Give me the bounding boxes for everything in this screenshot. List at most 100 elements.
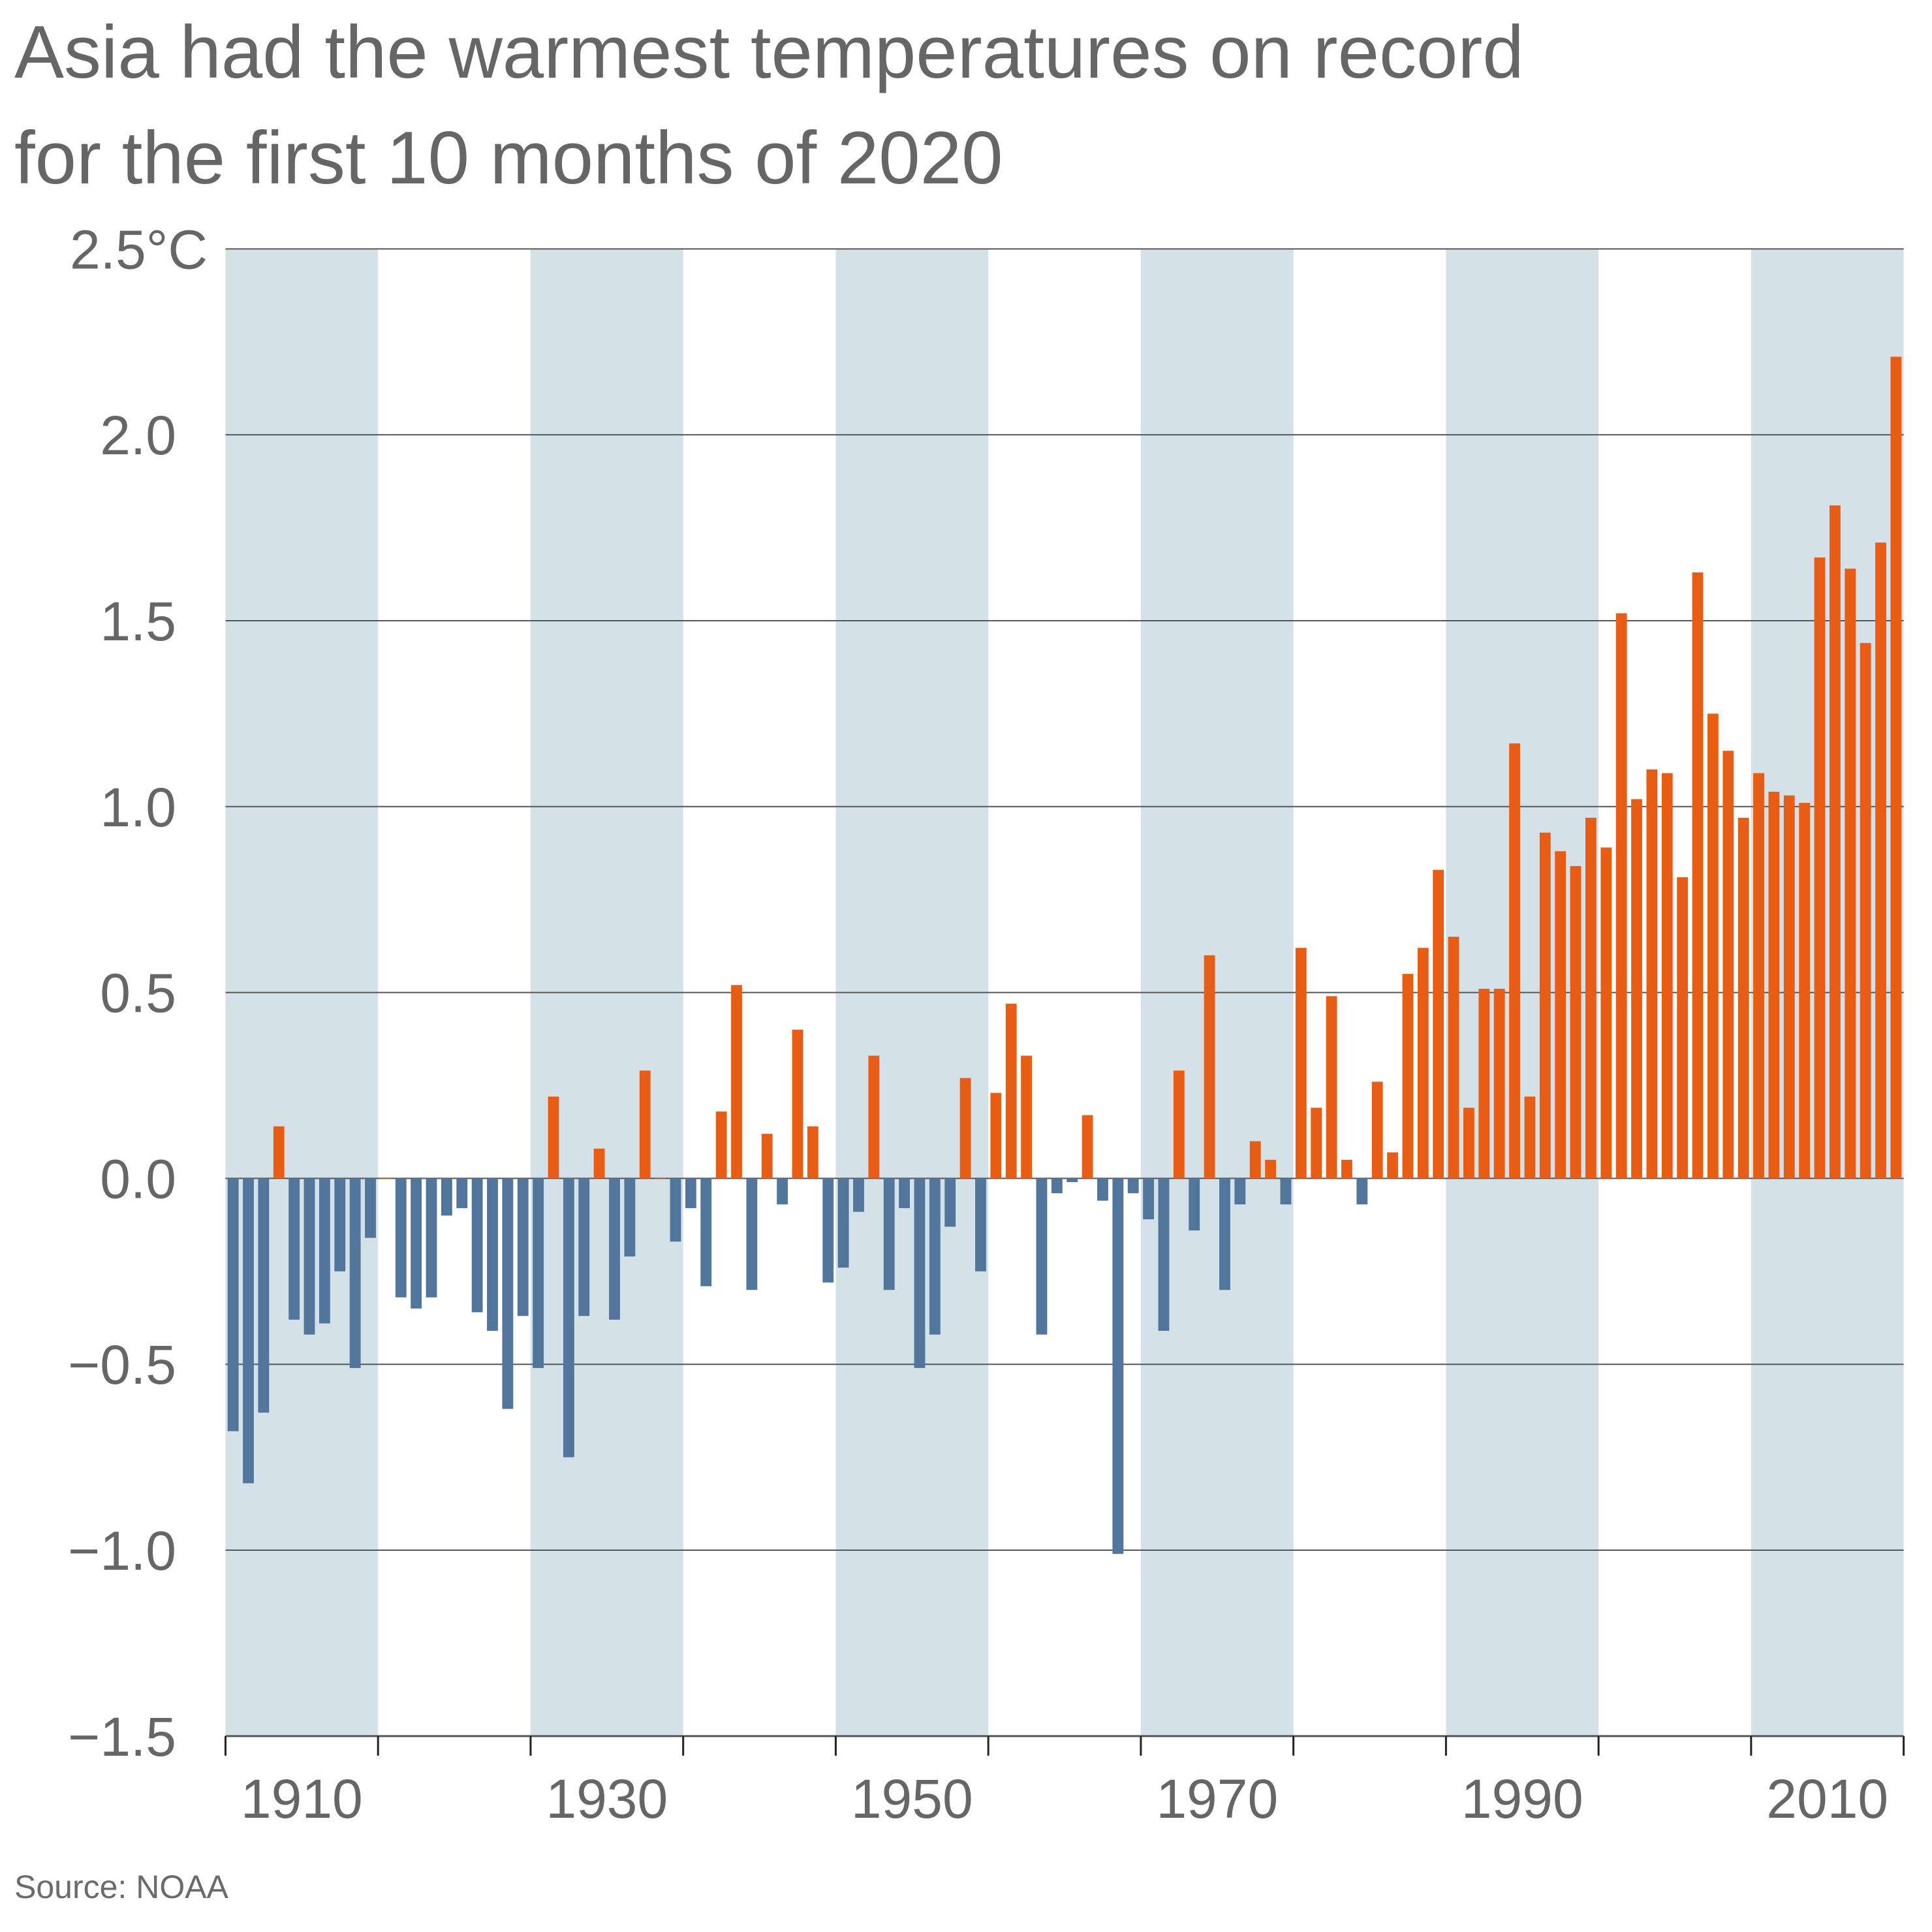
bar-1949 — [822, 1178, 834, 1283]
bar-1942 — [715, 1111, 727, 1179]
bar-1973 — [1189, 1178, 1200, 1231]
bar-2016 — [1845, 569, 1856, 1179]
bar-1983 — [1341, 1159, 1352, 1179]
bar-2010 — [1753, 773, 1764, 1179]
bar-2007 — [1707, 713, 1719, 1179]
bar-1950 — [837, 1178, 849, 1268]
bar-1989 — [1433, 869, 1444, 1179]
bar-1977 — [1249, 1141, 1261, 1179]
bar-1982 — [1326, 996, 1337, 1179]
bar-1943 — [731, 985, 742, 1179]
bar-1954 — [899, 1178, 911, 1208]
bar-2001 — [1615, 613, 1627, 1179]
bar-1945 — [761, 1134, 773, 1179]
bar-2011 — [1768, 791, 1780, 1179]
bar-1999 — [1585, 817, 1597, 1179]
bar-1962 — [1021, 1055, 1033, 1179]
bar-1923 — [426, 1178, 437, 1298]
bar-2013 — [1799, 803, 1811, 1179]
x-tick-label: 1990 — [1461, 1768, 1583, 1830]
y-tick-label: −1.0 — [68, 1520, 176, 1581]
bar-1975 — [1219, 1178, 1230, 1290]
y-tick-label: −0.5 — [68, 1334, 176, 1395]
bar-2009 — [1737, 817, 1749, 1179]
bar-1996 — [1539, 832, 1551, 1179]
bar-1933 — [578, 1178, 590, 1317]
bar-1993 — [1493, 988, 1505, 1179]
x-tick-label: 1950 — [851, 1768, 973, 1830]
x-tick-label: 2010 — [1766, 1768, 1888, 1830]
bar-1924 — [441, 1178, 452, 1216]
bar-2012 — [1783, 795, 1795, 1179]
bar-1979 — [1280, 1178, 1292, 1205]
bar-1936 — [624, 1178, 636, 1257]
bar-1941 — [700, 1178, 712, 1286]
bar-1990 — [1448, 937, 1459, 1179]
bar-1948 — [807, 1126, 818, 1179]
bar-2014 — [1814, 557, 1826, 1179]
bar-1985 — [1371, 1082, 1383, 1179]
bar-1959 — [975, 1178, 986, 1271]
y-tick-label: 1.5 — [100, 591, 176, 652]
bar-1925 — [456, 1178, 468, 1208]
bar-2006 — [1692, 572, 1704, 1179]
bar-1995 — [1524, 1097, 1536, 1179]
bar-1934 — [593, 1148, 605, 1179]
bar-1987 — [1402, 974, 1414, 1179]
bar-1961 — [1005, 1003, 1017, 1179]
bar-2019 — [1890, 356, 1902, 1179]
bar-1914 — [288, 1178, 300, 1320]
bar-2008 — [1722, 751, 1734, 1179]
bar-1980 — [1295, 948, 1307, 1179]
bar-1976 — [1234, 1178, 1246, 1205]
bar-1946 — [777, 1178, 788, 1205]
y-tick-label: 0.0 — [100, 1148, 176, 1209]
bar-2017 — [1860, 643, 1871, 1179]
x-tick-label: 1970 — [1156, 1768, 1278, 1830]
bar-1917 — [334, 1178, 346, 1271]
bar-1997 — [1555, 851, 1566, 1179]
bar-1928 — [502, 1178, 514, 1409]
bar-2018 — [1875, 542, 1886, 1179]
bar-1932 — [563, 1178, 574, 1457]
x-tick-label: 1910 — [241, 1768, 363, 1830]
bar-1992 — [1478, 988, 1490, 1179]
bar-1916 — [319, 1178, 330, 1324]
y-tick-label: 2.0 — [100, 405, 176, 466]
bar-1929 — [517, 1178, 529, 1317]
bar-1911 — [243, 1178, 254, 1484]
bar-1952 — [868, 1055, 880, 1179]
source-note: Source: NOAA — [14, 1869, 228, 1905]
bar-2005 — [1677, 877, 1689, 1179]
bar-1967 — [1097, 1178, 1108, 1201]
bar-1930 — [533, 1178, 544, 1368]
y-tick-label: 2.5°C — [70, 219, 208, 280]
bar-1935 — [609, 1178, 620, 1320]
bar-1998 — [1570, 865, 1581, 1179]
bar-1991 — [1463, 1108, 1474, 1179]
bar-1986 — [1387, 1152, 1398, 1179]
bar-1957 — [944, 1178, 956, 1227]
bar-1965 — [1067, 1178, 1078, 1183]
bar-1955 — [914, 1178, 926, 1368]
bar-1938 — [655, 1178, 666, 1179]
bar-1972 — [1173, 1070, 1185, 1179]
bar-1920 — [380, 1178, 392, 1179]
bar-2015 — [1829, 505, 1841, 1179]
bar-1953 — [883, 1178, 895, 1290]
bar-1910 — [227, 1178, 239, 1431]
bar-1964 — [1051, 1178, 1063, 1194]
bar-1960 — [990, 1093, 1002, 1179]
y-tick-label: 0.5 — [100, 963, 176, 1024]
bar-1944 — [746, 1178, 758, 1290]
bar-1951 — [853, 1178, 864, 1212]
bar-1922 — [411, 1178, 422, 1309]
bar-1994 — [1509, 743, 1520, 1179]
bar-1969 — [1127, 1178, 1139, 1194]
chart-title-line-2: for the first 10 months of 2020 — [14, 117, 1003, 200]
x-axis: 1910 1930 1950 1970 1990 2010 — [224, 1735, 1905, 1830]
bar-1915 — [304, 1178, 315, 1335]
bar-1947 — [792, 1029, 803, 1179]
bar-1968 — [1112, 1178, 1124, 1554]
